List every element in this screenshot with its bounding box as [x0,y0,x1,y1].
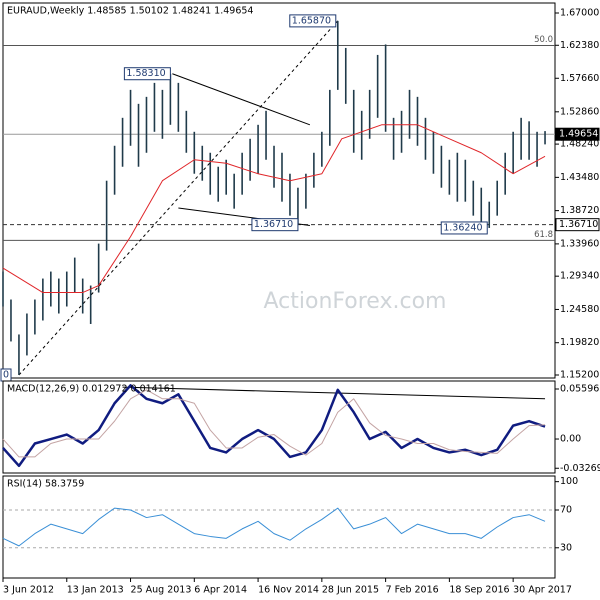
y-tick-label: 1.57660 [560,73,599,84]
x-tick-label: 16 Nov 2014 [258,585,319,596]
price-box [555,218,600,232]
trendline [18,20,339,376]
price-box [555,127,600,141]
panel-title: EURAUD,Weekly 1.48585 1.50102 1.48241 1.… [7,6,253,17]
y-tick-label: 1.62380 [560,40,599,51]
x-tick-label: 3 Jun 2012 [3,585,54,596]
watermark: ActionForex.com [264,289,447,314]
annotation-box [440,221,488,235]
panel-title: RSI(14) 58.3759 [7,479,84,490]
panel: 0.055965 0.00 -0.03269 MACD(12,26,9) 0.0129… [2,380,600,474]
x-tick-label: 6 Apr 2014 [194,585,247,596]
y-tick-label: 1.48240 [560,139,599,150]
x-tick-label: 28 Jun 2015 [322,585,379,596]
price-box-label: 1.36710 [559,219,598,230]
indicator-line [2,507,546,547]
price-box-label: 1.49654 [559,129,598,140]
panel-frame [2,475,556,579]
annotation-box [251,218,299,232]
annotation-box [123,67,171,81]
y-tick-label: 1.38720 [560,205,599,216]
panel: 1.67000 1.62380 1.57660 1.52860 1.48240 1.434… [0,2,600,382]
x-tick-label: 18 Sep 2016 [449,585,509,596]
annotation-label: 1.58310 [126,68,165,79]
annotation-label: 1.36710 [254,219,293,230]
panel-frame [2,2,556,379]
moving-average [2,124,546,294]
indicator-line [2,389,546,458]
level-label: 50.0 [534,35,553,45]
x-tick-label: 13 Jan 2013 [67,585,124,596]
panel: 100 70 30 3 Jun 2012 13 Jan 2013 25 Aug 2013 6… [2,475,578,596]
y-tick-label: 1.52860 [560,106,599,117]
x-tick-label: 7 Feb 2016 [386,585,439,596]
y-tick-label: 1.19820 [560,337,599,348]
y-tick-label: 0.00 [560,434,581,445]
panel-title: MACD(12,26,9) 0.012972 0.014161 [7,384,176,395]
y-tick-label: -0.03269 [560,463,600,474]
y-tick-label: 30 [560,542,572,553]
level-label: 61.8 [534,230,553,240]
y-tick-label: 100 [560,476,578,487]
annotation-box [289,14,337,28]
x-tick-label: 25 Aug 2013 [131,585,192,596]
trendline [122,386,546,400]
y-tick-label: 1.24580 [560,304,599,315]
indicator-line [2,384,546,468]
y-tick-label: 1.15200 [560,369,599,380]
y-tick-label: 1.29340 [560,271,599,282]
x-tick-label: 30 Apr 2017 [513,585,572,596]
y-tick-label: 70 [560,505,572,516]
y-tick-label: 0.055965 [560,383,600,394]
annotation-label: 1.36240 [443,222,482,233]
annotation-label: 1.65870 [292,15,331,26]
trendline [172,73,311,126]
y-tick-label: 1.33960 [560,238,599,249]
panel-frame [2,380,556,474]
y-tick-label: 1.43480 [560,172,599,183]
annotation-label: 0 [3,369,9,380]
y-tick-label: 1.67000 [560,7,599,18]
